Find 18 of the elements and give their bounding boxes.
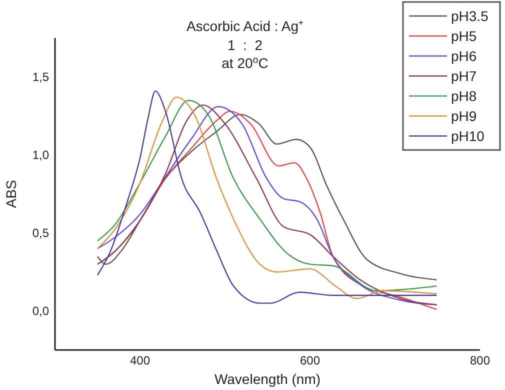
y-tick-label: 0,0 (32, 304, 50, 318)
legend-label: pH6 (451, 48, 477, 64)
x-tick-label: 800 (470, 354, 490, 368)
y-axis-title: ABS (3, 180, 19, 208)
y-tick-label: 0,5 (32, 226, 50, 240)
x-tick-label: 600 (300, 354, 320, 368)
x-axis-title: Wavelength (nm) (214, 371, 321, 387)
text: 1 : 2 at 20$^{o}$C (222, 37, 268, 71)
legend-label: pH9 (451, 108, 477, 124)
legend-label: pH10 (451, 128, 485, 144)
x-tick-label: 400 (130, 354, 150, 368)
legend-label: pH7 (451, 68, 477, 84)
chart-title: Ascorbic Acid : Ag⁺ (186, 18, 304, 34)
y-tick-label: 1,5 (32, 70, 50, 84)
legend-label: pH8 (451, 88, 477, 104)
legend-label: pH5 (451, 28, 477, 44)
legend-label: pH3.5 (451, 8, 489, 24)
y-tick-label: 1,0 (32, 148, 50, 162)
